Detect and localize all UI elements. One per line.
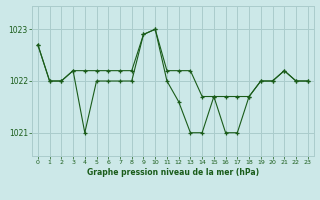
X-axis label: Graphe pression niveau de la mer (hPa): Graphe pression niveau de la mer (hPa)	[87, 168, 259, 177]
